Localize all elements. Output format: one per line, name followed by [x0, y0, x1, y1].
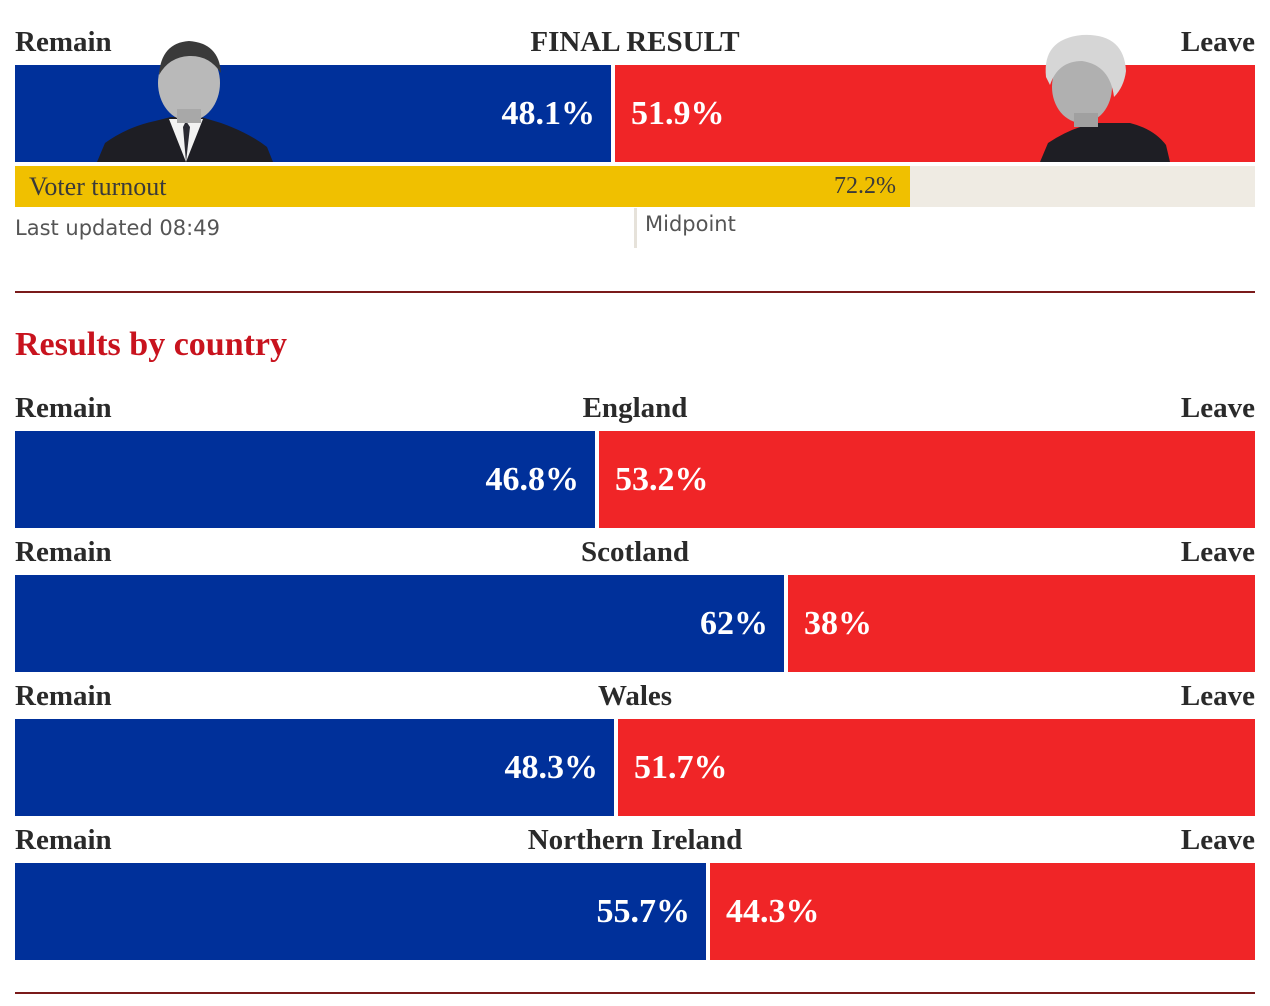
- country-remain-value: 48.3%: [504, 748, 599, 786]
- country-result-bar: 62% 38%: [15, 575, 1255, 672]
- country-remain-bar: [15, 863, 706, 960]
- country-remain-bar: [15, 575, 784, 672]
- country-remain-value: 55.7%: [596, 892, 691, 930]
- country-leave-label: Leave: [1180, 536, 1255, 568]
- country-leave-value: 38%: [804, 604, 872, 642]
- final-remain-label: Remain: [15, 26, 112, 58]
- country-remain-value: 62%: [700, 604, 768, 642]
- section-title: Results by country: [15, 326, 288, 363]
- country-leave-label: Leave: [1180, 824, 1255, 856]
- country-leave-bar: [599, 431, 1255, 528]
- country-remain-label: Remain: [15, 392, 112, 424]
- country-remain-label: Remain: [15, 824, 112, 856]
- country-leave-value: 51.7%: [634, 748, 728, 786]
- leave-campaigner-photo: [1040, 34, 1170, 162]
- country-leave-value: 53.2%: [615, 460, 709, 498]
- country-name: Wales: [597, 680, 673, 712]
- divider: [15, 291, 1255, 293]
- country-remain-bar: [15, 719, 614, 816]
- final-result-title: FINAL RESULT: [530, 26, 740, 58]
- turnout-value: 72.2%: [834, 173, 896, 199]
- final-remain-value: 48.1%: [501, 94, 596, 132]
- country-name: England: [582, 392, 688, 424]
- divider-bottom: [15, 992, 1255, 994]
- midpoint-label: Midpoint: [645, 212, 736, 236]
- country-name: Scotland: [581, 536, 689, 568]
- country-remain-label: Remain: [15, 536, 112, 568]
- country-remain-value: 46.8%: [485, 460, 580, 498]
- country-leave-bar: [618, 719, 1255, 816]
- country-name: Northern Ireland: [527, 824, 743, 856]
- turnout-bar: Voter turnout 72.2%: [15, 166, 1255, 207]
- country-leave-bar: [710, 863, 1255, 960]
- country-leave-label: Leave: [1180, 680, 1255, 712]
- country-result-bar: 46.8% 53.2%: [15, 431, 1255, 528]
- final-leave-label: Leave: [1180, 26, 1255, 58]
- turnout-fill: [15, 166, 910, 207]
- midpoint-marker: [634, 208, 637, 248]
- country-leave-value: 44.3%: [726, 892, 820, 930]
- country-remain-label: Remain: [15, 680, 112, 712]
- turnout-label: Voter turnout: [29, 172, 167, 201]
- country-leave-bar: [788, 575, 1255, 672]
- final-leave-value: 51.9%: [631, 94, 725, 132]
- country-remain-bar: [15, 431, 595, 528]
- remain-campaigner-photo: [97, 41, 273, 162]
- final-result-bar: 48.1% 51.9%: [15, 34, 1255, 162]
- country-result-bar: 48.3% 51.7%: [15, 719, 1255, 816]
- last-updated: Last updated 08:49: [15, 216, 220, 240]
- country-result-bar: 55.7% 44.3%: [15, 863, 1255, 960]
- country-leave-label: Leave: [1180, 392, 1255, 424]
